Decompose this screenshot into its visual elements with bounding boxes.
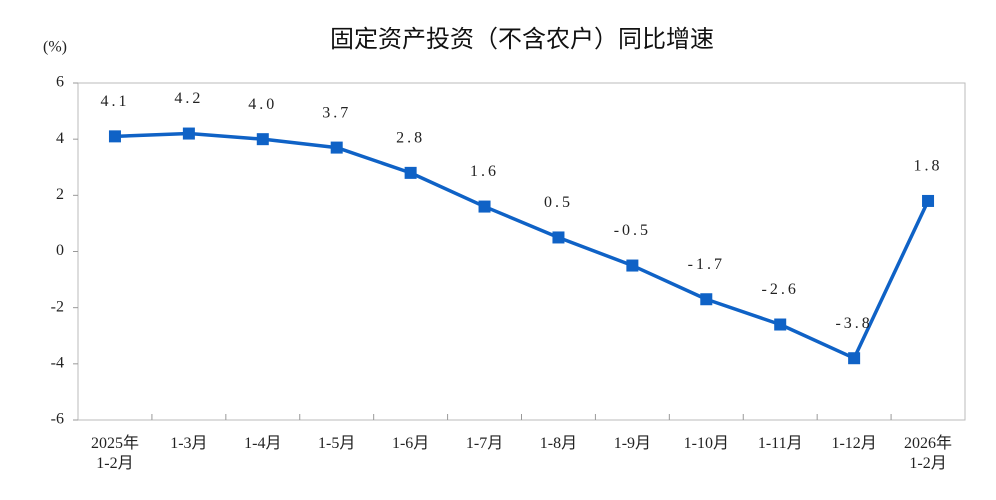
y-tick-label: -4 <box>51 355 64 372</box>
point <box>330 141 343 154</box>
point <box>182 127 195 140</box>
x-tick-label: 1-9月 <box>613 435 652 452</box>
x-tick-label: 1-10月 <box>683 435 729 452</box>
y-tick-label: -2 <box>51 298 64 315</box>
x-tick-label: 1-12月 <box>831 435 877 452</box>
value-label: 4.0 <box>248 96 277 113</box>
value-label: 1.8 <box>914 158 943 175</box>
value-label: -1.7 <box>688 256 725 273</box>
x-tick-label: 1-3月 <box>170 435 208 452</box>
point <box>108 130 121 143</box>
value-label: 4.1 <box>100 93 129 110</box>
x-tick-label: 1-5月 <box>318 435 356 452</box>
value-label: 3.7 <box>322 104 351 121</box>
x-tick-label: 1-7月 <box>465 435 504 452</box>
point <box>922 194 935 207</box>
line <box>114 131 930 360</box>
value-label: 4.2 <box>174 90 203 107</box>
point <box>478 200 491 213</box>
value-label: 2.8 <box>396 130 425 147</box>
y-tick-label: 0 <box>56 242 64 259</box>
point <box>700 293 713 306</box>
point <box>774 318 787 331</box>
x-tick-label: 1-6月 <box>391 435 430 452</box>
value-label: 1.6 <box>470 163 499 180</box>
chart-title: 固定资产投资（不含农户）同比增速 <box>330 25 714 53</box>
y-tick-label: -6 <box>51 411 64 428</box>
value-label: -3.8 <box>835 315 872 332</box>
point <box>404 166 417 179</box>
point <box>552 231 565 244</box>
x-tick-label: 1-8月 <box>539 435 578 452</box>
point <box>626 259 639 272</box>
point <box>848 352 861 365</box>
y-tick-label: 2 <box>56 186 64 203</box>
x-tick-label: 2025年 1-2月 <box>90 435 139 472</box>
y-axis-unit: (%) <box>43 39 67 56</box>
point <box>256 133 269 146</box>
x-tick-label: 2026年 1-2月 <box>904 435 953 472</box>
x-tick-label: 1-11月 <box>757 435 803 452</box>
value-label: 0.5 <box>544 194 573 211</box>
x-tick-label: 1-4月 <box>244 435 282 452</box>
value-label: -2.6 <box>762 281 799 298</box>
value-label: -0.5 <box>614 222 651 239</box>
y-tick-label: 4 <box>56 130 64 147</box>
y-tick-label: 6 <box>56 74 64 91</box>
